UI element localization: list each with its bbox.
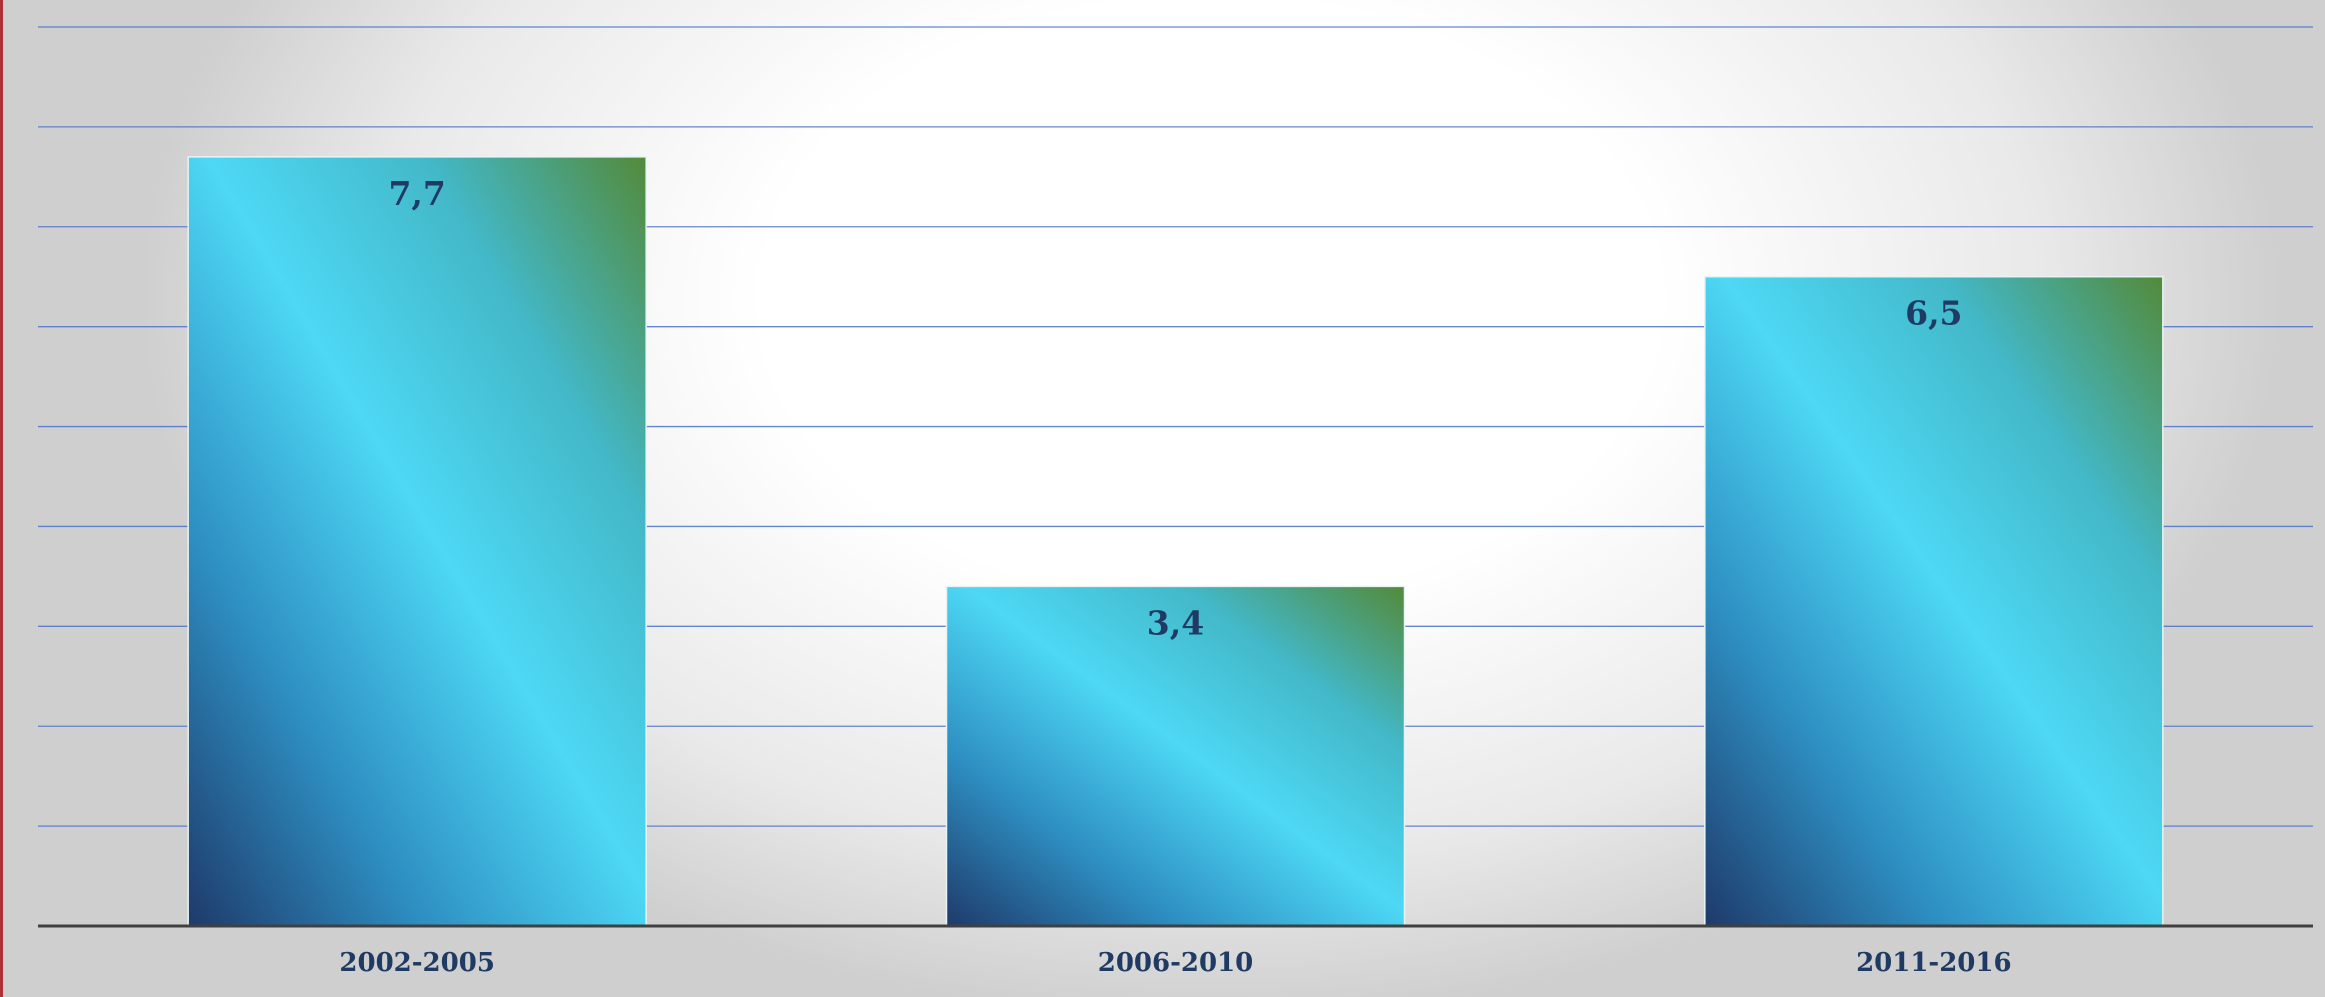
data-label: 7,7	[388, 174, 445, 213]
x-tick-label: 2006-2010	[1098, 948, 1254, 978]
bar-2002-2005	[187, 156, 647, 927]
bar-2006-2010	[945, 585, 1406, 927]
bar-chart: 7,7 3,4 6,5 2002-2005 2006-2010 2011-2016	[38, 26, 2313, 978]
x-tick-label: 2011-2016	[1856, 948, 2012, 978]
bar-2011-2016	[1704, 275, 2164, 927]
data-label: 6,5	[1905, 294, 1962, 333]
x-tick-labels: 2002-2005 2006-2010 2011-2016	[339, 948, 2011, 978]
data-label: 3,4	[1147, 603, 1204, 642]
bars	[187, 156, 2164, 927]
x-tick-label: 2002-2005	[339, 948, 495, 978]
data-labels: 7,7 3,4 6,5	[388, 174, 1962, 643]
